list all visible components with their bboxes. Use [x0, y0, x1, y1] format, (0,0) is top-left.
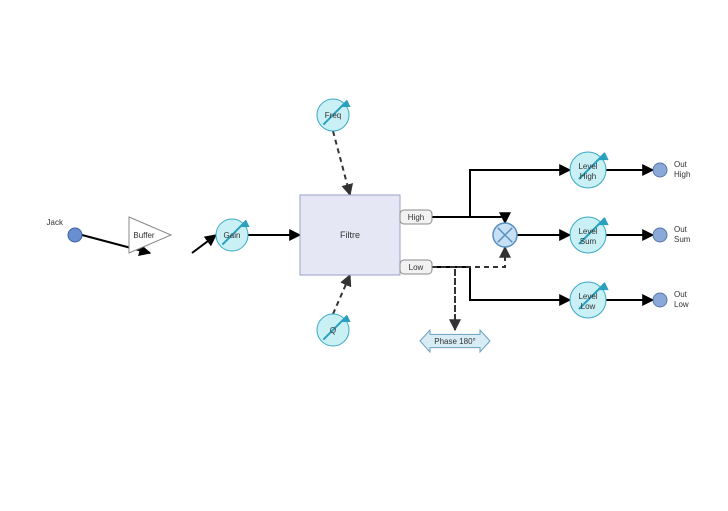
edge-buffer-to-gain: [192, 235, 216, 253]
level-sum-node: LevelSum: [570, 217, 609, 253]
svg-text:LevelSum: LevelSum: [578, 227, 597, 246]
jack-node: [68, 228, 82, 242]
q-node: Q: [317, 314, 351, 346]
gain-node: Gain: [216, 219, 250, 251]
out-low-node: [653, 293, 667, 307]
freq-node: Freq: [317, 99, 351, 131]
svg-text:OutSum: OutSum: [674, 225, 691, 244]
svg-text:Low: Low: [409, 263, 424, 272]
edge-port_high-to-level_high: [432, 170, 570, 217]
edge-freq-to-filter: [333, 131, 350, 195]
svg-text:OutLow: OutLow: [674, 290, 689, 309]
edge-port_low-to-phase: [432, 267, 455, 330]
edge-port_low-to-level_low: [432, 267, 570, 300]
out-high-node: [653, 163, 667, 177]
phase-node: Phase 180°: [420, 330, 490, 352]
svg-text:High: High: [408, 213, 424, 222]
signal-flow-diagram: Buffer Gain Freq Filtre High Low Q Phase 180° Le…: [0, 0, 728, 511]
port-high: High: [400, 210, 432, 224]
level-high-node: LevelHigh: [570, 152, 609, 188]
sum-node: [493, 223, 517, 247]
svg-text:LevelLow: LevelLow: [578, 292, 597, 311]
svg-text:Freq: Freq: [325, 111, 341, 120]
svg-text:Phase 180°: Phase 180°: [434, 337, 475, 346]
svg-text:Gain: Gain: [224, 231, 241, 240]
svg-text:LevelHigh: LevelHigh: [578, 162, 597, 181]
svg-text:OutHigh: OutHigh: [674, 160, 690, 179]
edge-port_high-to-sum: [432, 217, 505, 223]
edge-q-to-filter: [333, 275, 350, 314]
buffer-node: Buffer: [129, 217, 171, 253]
filter-node: Filtre: [300, 195, 400, 275]
edge-phase-to-sum: [455, 247, 505, 319]
svg-text:Q: Q: [330, 326, 336, 335]
svg-text:Filtre: Filtre: [340, 230, 360, 240]
svg-text:Jack: Jack: [47, 218, 64, 227]
svg-text:Buffer: Buffer: [133, 231, 155, 240]
nodes: Buffer Gain Freq Filtre High Low Q Phase 180° Le…: [68, 99, 667, 352]
level-low-node: LevelLow: [570, 282, 609, 318]
port-low: Low: [400, 260, 432, 274]
out-sum-node: [653, 228, 667, 242]
